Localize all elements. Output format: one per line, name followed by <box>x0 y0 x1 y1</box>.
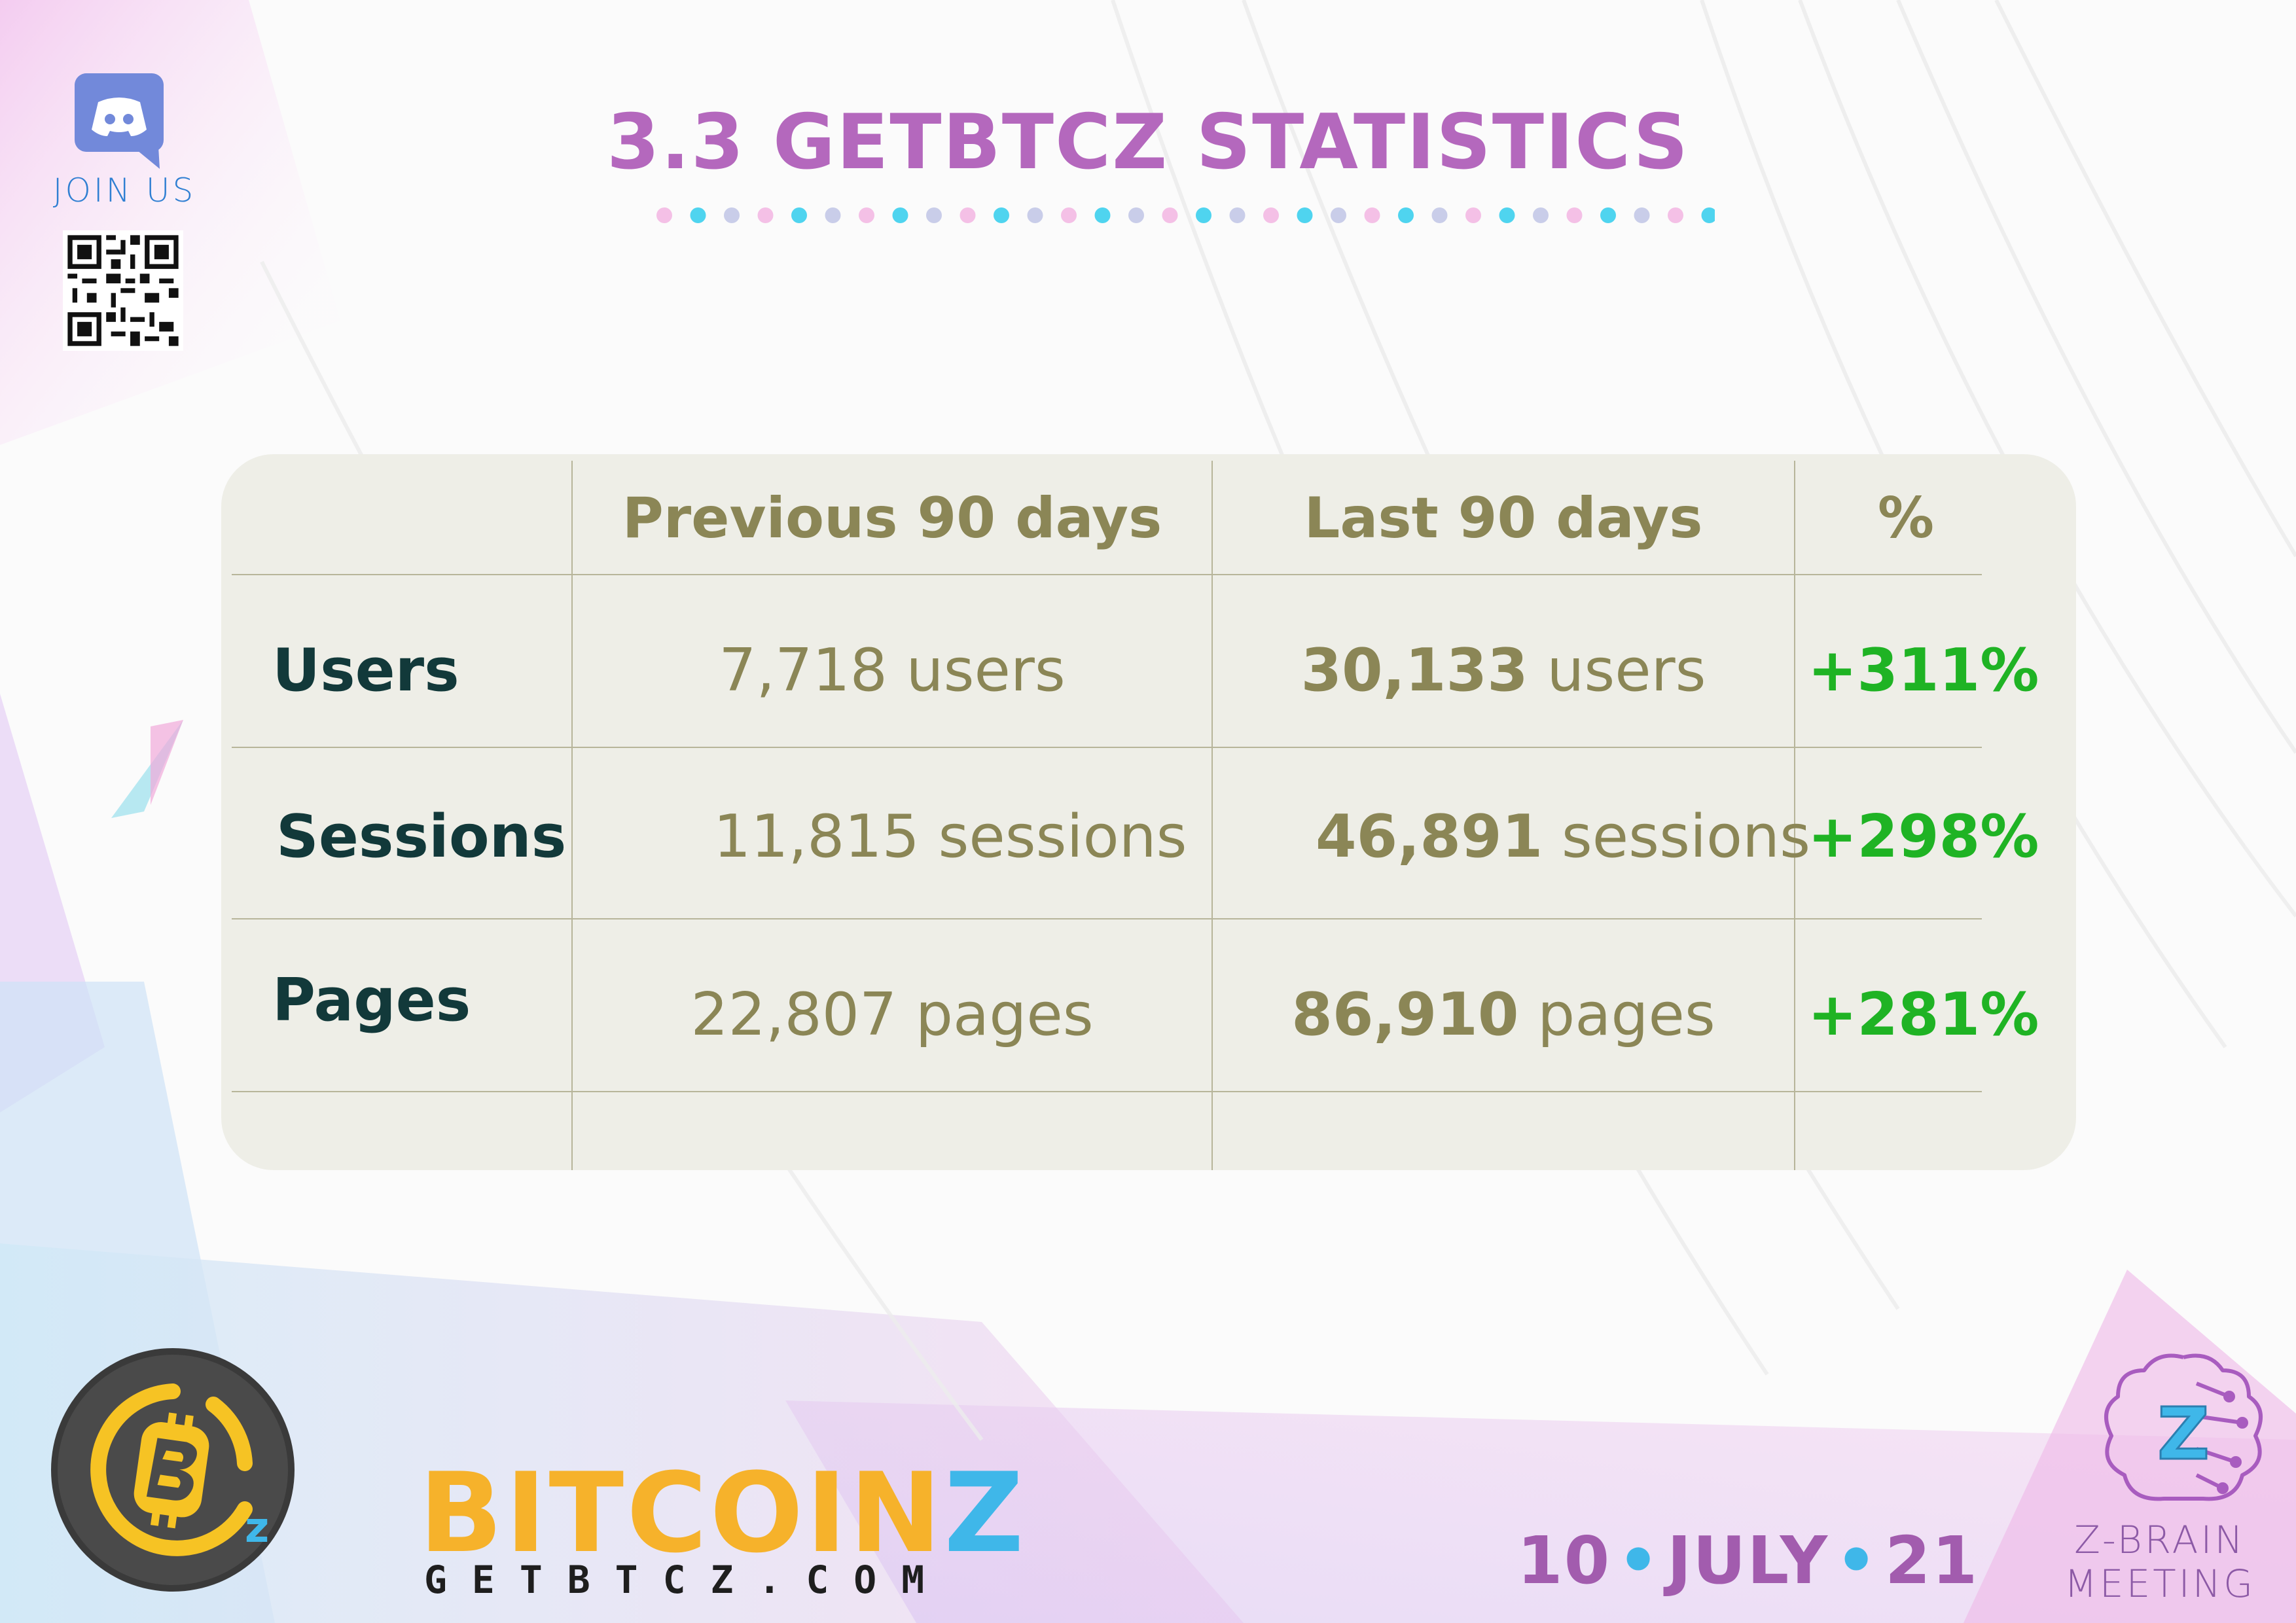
divider-dot <box>656 207 672 223</box>
cell-unit: sessions <box>1561 802 1810 871</box>
divider-dot <box>825 207 841 223</box>
divider-dot <box>1668 207 1683 223</box>
divider-dot <box>1398 207 1414 223</box>
divider-dot <box>1600 207 1616 223</box>
table-grid-lines <box>232 461 1982 1170</box>
cell-sessions-previous: 11,815 sessions <box>572 802 1292 871</box>
date-separator-dot: • <box>1835 1522 1878 1599</box>
divider-dot <box>791 207 807 223</box>
divider-dot <box>1061 207 1077 223</box>
event-date: 10 • JULY • 21 <box>1517 1522 1979 1599</box>
divider-dot <box>1128 207 1144 223</box>
row-label-sessions: Sessions <box>276 802 567 871</box>
date-year: 21 <box>1884 1522 1979 1599</box>
divider-dot <box>892 207 908 223</box>
column-header-last: Last 90 days <box>1304 486 1703 551</box>
cell-unit: users <box>1547 636 1706 705</box>
event-name-line2: MEETING <box>2064 1561 2256 1606</box>
divider-dot <box>1196 207 1211 223</box>
cell-unit: pages <box>1537 980 1715 1049</box>
cell-users-last: 30,133 users <box>1212 636 1795 705</box>
discord-icon[interactable] <box>75 73 164 169</box>
cell-users-previous: 7,718 users <box>572 636 1212 705</box>
divider-dot <box>690 207 706 223</box>
divider-dot <box>1465 207 1481 223</box>
divider-dot <box>1263 207 1279 223</box>
cell-sessions-last: 46,891 sessions <box>1316 802 1810 871</box>
divider-dot <box>1701 207 1715 223</box>
cell-sessions-percent: +298% <box>1808 802 2039 871</box>
event-name: Z-BRAIN MEETING <box>2029 1518 2291 1605</box>
divider-dot <box>994 207 1009 223</box>
title-dot-divider <box>656 207 1715 223</box>
qr-code[interactable] <box>63 230 183 351</box>
date-day: 10 <box>1517 1522 1611 1599</box>
cell-value: 46,891 <box>1316 802 1543 871</box>
cell-pages-last: 86,910 pages <box>1212 980 1795 1049</box>
divider-dot <box>960 207 976 223</box>
divider-dot <box>724 207 740 223</box>
divider-dot <box>1431 207 1448 223</box>
svg-text:z: z <box>245 1504 269 1552</box>
cell-unit: pages <box>915 980 1094 1049</box>
z-brain-logo: Z <box>2104 1353 2263 1501</box>
cell-value: 11,815 <box>713 802 920 871</box>
join-us-label[interactable]: JOIN US <box>52 171 196 209</box>
svg-text:Z: Z <box>2157 1392 2210 1476</box>
brand-main: BITCOIN <box>419 1449 944 1577</box>
page-title: 3.3 GETBTCZ STATISTICS <box>606 98 1689 187</box>
statistics-table <box>221 454 2076 1170</box>
divider-dot <box>1499 207 1515 223</box>
date-month: JULY <box>1667 1522 1829 1599</box>
cell-value: 22,807 <box>691 980 897 1049</box>
divider-dot <box>1364 207 1380 223</box>
cell-value: 30,133 <box>1300 636 1528 705</box>
event-name-line1: Z-BRAIN <box>2074 1518 2246 1562</box>
cell-pages-percent: +281% <box>1808 980 2039 1049</box>
divider-dot <box>1533 207 1549 223</box>
row-label-users: Users <box>272 636 459 705</box>
cell-value: 7,718 <box>719 636 888 705</box>
cell-users-percent: +311% <box>1808 636 2039 705</box>
divider-dot <box>859 207 874 223</box>
cell-unit: users <box>906 636 1066 705</box>
website-domain[interactable]: GETBTCZ.COM <box>424 1558 950 1602</box>
cell-pages-previous: 22,807 pages <box>572 980 1212 1049</box>
divider-dot <box>1094 207 1111 223</box>
cell-value: 86,910 <box>1291 980 1519 1049</box>
divider-dot <box>1162 207 1178 223</box>
divider-dot <box>1027 207 1043 223</box>
divider-dot <box>926 207 942 223</box>
bitcoinz-coin-logo: z <box>51 1348 295 1592</box>
column-header-previous: Previous 90 days <box>622 486 1162 551</box>
row-label-pages: Pages <box>272 966 471 1035</box>
divider-dot <box>757 207 774 223</box>
divider-dot <box>1331 207 1346 223</box>
brand-z: Z <box>944 1449 1027 1577</box>
column-header-percent: % <box>1877 486 1935 551</box>
divider-dot <box>1566 207 1583 223</box>
divider-dot <box>1634 207 1650 223</box>
date-separator-dot: • <box>1617 1522 1661 1599</box>
divider-dot <box>1297 207 1313 223</box>
divider-dot <box>1229 207 1246 223</box>
cell-unit: sessions <box>938 802 1187 871</box>
brand-wordmark: BITCOINZ <box>419 1458 1026 1568</box>
